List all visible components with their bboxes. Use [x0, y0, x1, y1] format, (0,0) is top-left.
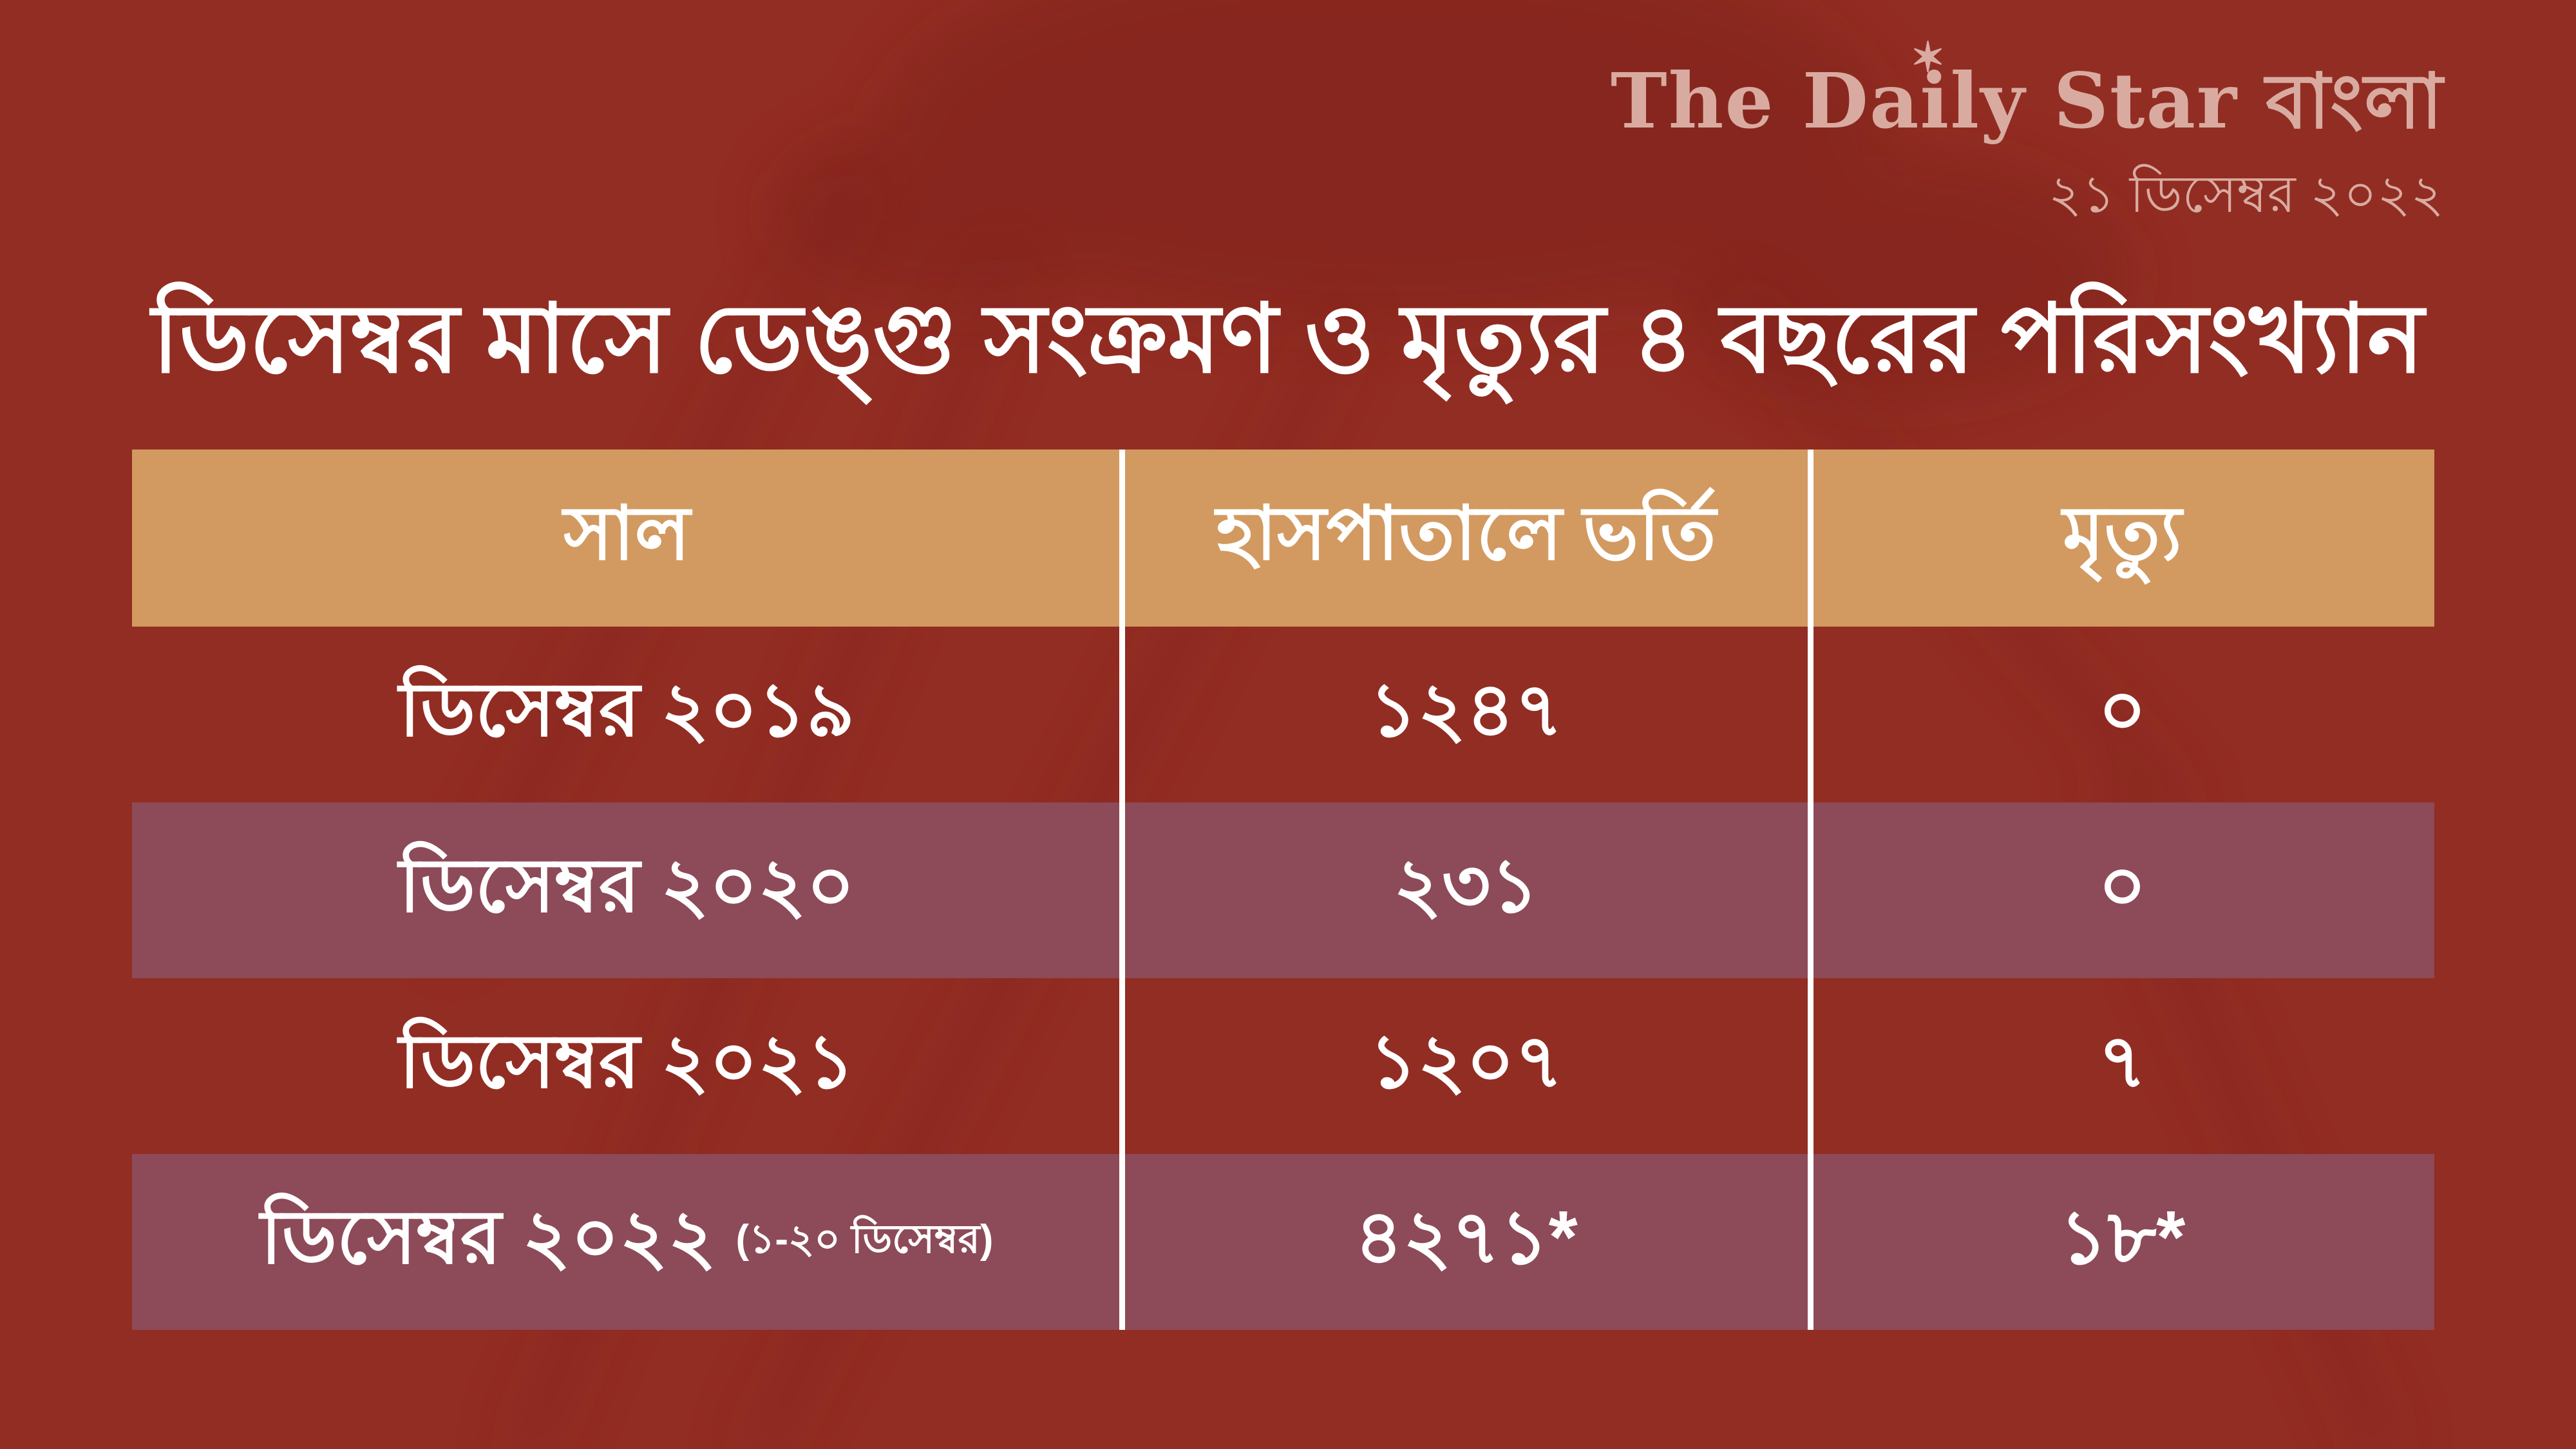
table-row: ডিসেম্বর ২০২১ ১২০৭ ৭	[132, 978, 2434, 1154]
cell-year: ডিসেম্বর ২০১৯	[132, 627, 1122, 802]
logo-bangla-text: বাংলা	[2266, 59, 2444, 144]
year-note: (১-২০ ডিসেম্বর)	[735, 1217, 994, 1262]
year-label: ডিসেম্বর ২০২২	[260, 1195, 717, 1279]
cell-admitted: ১২৪৭	[1368, 667, 1564, 752]
header-deaths: মৃত্যু	[2062, 491, 2183, 575]
page-title: ডিসেম্বর মাসে ডেঙ্গু সংক্রমণ ও মৃত্যুর ৪…	[152, 286, 2424, 392]
cell-year: ডিসেম্বর ২০২০	[132, 802, 1122, 978]
cell-deaths: ৭	[2098, 1019, 2147, 1103]
table-row: ডিসেম্বর ২০২২ (১-২০ ডিসেম্বর) ৪২৭১* ১৮*	[132, 1154, 2434, 1330]
header-year: সাল	[564, 491, 690, 575]
column-divider	[1119, 450, 1125, 1330]
column-divider	[1808, 450, 1814, 1330]
cell-admitted: ৪২৭১*	[1354, 1195, 1578, 1279]
cell-deaths: ০	[2098, 667, 2147, 752]
logo-latin-text: The Daily Star	[1610, 56, 2239, 146]
cell-year: ডিসেম্বর ২০২২ (১-২০ ডিসেম্বর)	[132, 1154, 1122, 1330]
year-label: ডিসেম্বর ২০১৯	[399, 667, 855, 752]
table-row: ডিসেম্বর ২০১৯ ১২৪৭ ০	[132, 627, 2434, 802]
starburst-icon: ✶	[1910, 33, 1947, 82]
daily-star-logo: ✶ The Daily Star বাংলা	[1610, 37, 2444, 146]
year-label: ডিসেম্বর ২০২০	[399, 843, 855, 927]
year-label: ডিসেম্বর ২০২১	[399, 1019, 855, 1103]
masthead: ✶ The Daily Star বাংলা ২১ ডিসেম্বর ২০২২	[1610, 37, 2444, 241]
publication-date: ২১ ডিসেম্বর ২০২২	[2048, 165, 2444, 223]
cell-admitted: ২৩১	[1393, 843, 1539, 927]
cell-deaths: ০	[2098, 843, 2147, 927]
cell-deaths: ১৮*	[2059, 1195, 2186, 1279]
cell-admitted: ১২০৭	[1368, 1019, 1564, 1103]
header-admitted: হাসপাতালে ভর্তি	[1216, 491, 1716, 575]
dengue-stats-table: সাল হাসপাতালে ভর্তি মৃত্যু ডিসেম্বর ২০১৯…	[132, 450, 2434, 1330]
cell-year: ডিসেম্বর ২০২১	[132, 978, 1122, 1154]
table-header-row: সাল হাসপাতালে ভর্তি মৃত্যু	[132, 450, 2434, 627]
table-row: ডিসেম্বর ২০২০ ২৩১ ০	[132, 802, 2434, 978]
